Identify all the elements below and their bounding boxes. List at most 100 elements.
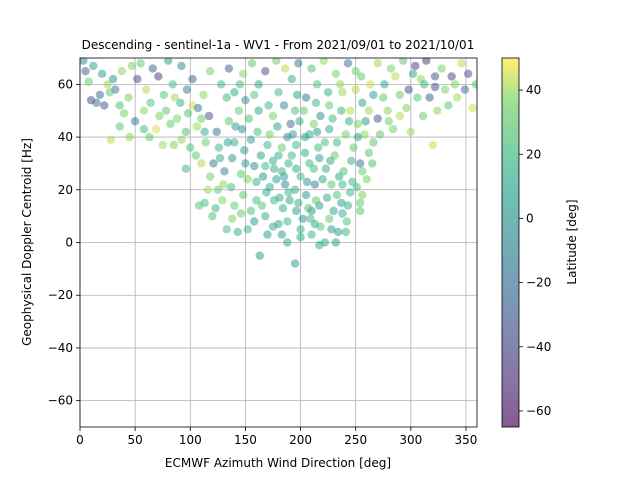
data-point	[373, 59, 382, 68]
data-point	[379, 93, 388, 102]
data-point	[244, 114, 253, 123]
data-point	[246, 206, 256, 216]
data-point	[327, 180, 336, 189]
data-point	[170, 93, 180, 102]
data-point	[395, 90, 405, 100]
data-point	[106, 135, 116, 144]
data-point	[100, 101, 109, 110]
data-point	[332, 138, 342, 147]
y-tick-label: −60	[48, 394, 73, 408]
data-point	[263, 230, 272, 239]
data-point	[373, 114, 382, 123]
x-axis: 0 50 100 150 200 250 300 350	[76, 427, 477, 447]
data-point	[141, 85, 151, 94]
data-point	[428, 140, 438, 150]
data-point	[349, 143, 358, 152]
data-point	[326, 156, 335, 165]
data-point	[286, 119, 295, 129]
data-point	[347, 156, 356, 165]
data-point	[130, 117, 140, 126]
data-point	[287, 151, 296, 160]
data-point	[241, 159, 250, 168]
data-point	[103, 80, 112, 89]
data-point	[290, 259, 300, 268]
data-point	[205, 66, 215, 76]
data-point	[279, 101, 289, 110]
y-tick-label: 20	[58, 183, 73, 197]
data-point	[145, 132, 154, 142]
data-point	[274, 151, 283, 160]
data-point	[241, 95, 250, 105]
data-point	[115, 101, 124, 110]
data-point	[274, 219, 283, 229]
data-point	[328, 114, 337, 123]
data-point	[332, 190, 342, 200]
data-point	[139, 124, 149, 134]
x-tick-label: 200	[289, 433, 312, 447]
data-point	[296, 233, 305, 242]
data-point	[197, 159, 206, 168]
data-point	[172, 114, 182, 123]
x-tick-label: 300	[399, 433, 422, 447]
data-point	[119, 109, 129, 118]
data-point	[277, 143, 287, 152]
data-point	[343, 59, 353, 68]
data-point	[81, 66, 90, 76]
data-point	[299, 106, 309, 115]
data-point	[105, 88, 114, 97]
data-point	[430, 72, 440, 81]
colorbar: −60 −40 −20 0 20 40 Latitude [deg]	[501, 57, 579, 428]
x-tick-label: 150	[234, 433, 257, 447]
data-point	[263, 140, 272, 150]
data-point	[319, 58, 328, 65]
data-point	[388, 124, 398, 134]
data-point	[224, 117, 234, 126]
data-point	[236, 169, 246, 179]
data-point	[468, 103, 477, 113]
data-point	[239, 190, 248, 200]
data-point	[288, 130, 298, 139]
data-point	[325, 124, 334, 134]
data-point	[272, 175, 281, 184]
data-point	[222, 225, 231, 234]
data-point	[433, 106, 442, 115]
colorbar-tick-label: 20	[526, 147, 541, 161]
x-axis-label: ECMWF Azimuth Wind Direction [deg]	[165, 456, 391, 470]
data-point	[298, 214, 307, 223]
data-point	[197, 114, 206, 123]
data-point	[220, 167, 229, 176]
data-point	[95, 90, 105, 100]
y-tick-label: −40	[48, 341, 73, 355]
data-point	[285, 196, 294, 205]
data-point	[254, 80, 263, 89]
data-point	[256, 151, 266, 160]
data-point	[222, 93, 231, 102]
colorbar-ticks: −60 −40 −20 0 20 40	[519, 83, 551, 418]
data-point	[191, 151, 200, 160]
x-tick-label: 0	[76, 433, 84, 447]
data-point	[277, 230, 287, 239]
data-point	[358, 98, 367, 108]
data-point	[250, 161, 259, 171]
data-point	[280, 64, 290, 73]
points	[80, 58, 477, 268]
data-point	[355, 198, 365, 208]
data-point	[355, 159, 365, 168]
data-point	[307, 230, 316, 239]
data-point	[318, 175, 327, 184]
data-point	[309, 164, 318, 173]
data-point	[181, 164, 191, 173]
data-point	[353, 119, 363, 129]
data-point	[312, 80, 322, 89]
data-point	[166, 119, 175, 129]
data-point	[341, 227, 350, 237]
data-point	[312, 127, 322, 136]
x-tick-label: 350	[455, 433, 478, 447]
data-point	[136, 59, 145, 68]
data-point	[231, 122, 240, 131]
data-point	[284, 159, 293, 168]
data-point	[194, 201, 204, 210]
data-point	[338, 209, 347, 218]
data-point	[97, 69, 107, 79]
data-point	[176, 98, 185, 108]
